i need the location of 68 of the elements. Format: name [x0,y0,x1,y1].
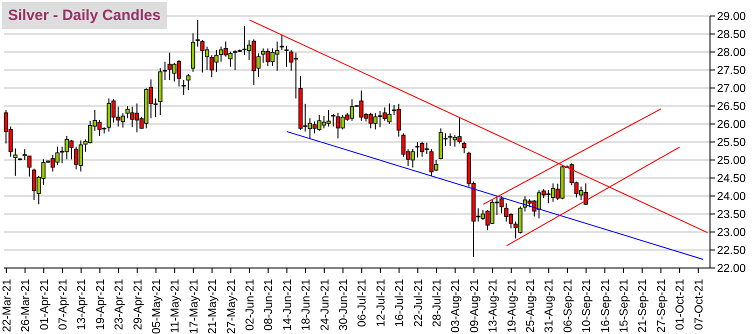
candlestick [280,34,284,51]
y-tick-label: 23.50 [717,209,746,222]
x-tick-label: 29-Apr-21 [132,279,144,330]
x-tick-label: 13-Apr-21 [76,279,88,330]
candlestick [196,19,200,48]
chart-title: Silver - Daily Candles [2,2,167,29]
x-tick-label: 16-Sep-21 [600,279,612,333]
candlestick [13,148,18,176]
candlestick [331,113,336,128]
candlestick [162,61,168,81]
x-tick-label: 31-Aug-21 [544,279,556,333]
y-tick-label: 22.50 [717,245,746,258]
x-tick-label: 02-Jun-21 [244,279,256,331]
y-tick-label: 29.00 [717,11,746,24]
candlestick [401,132,406,158]
candlestick [186,73,190,91]
x-tick-label: 28-Jul-21 [432,279,444,327]
candlestick [429,148,434,176]
y-tick-label: 28.00 [717,47,746,60]
y-tick-label: 24.00 [717,191,746,204]
x-tick-label: 12-Jul-21 [375,279,388,327]
x-tick-label: 21-Sep-21 [637,279,650,333]
y-tick-label: 22.00 [717,263,746,276]
x-tick-label: 30-Jun-21 [338,279,350,331]
y-tick-label: 23.00 [717,227,746,240]
candlestick [182,80,186,96]
x-tick-label: 01-Oct-21 [674,279,687,330]
x-tick-label: 19-Apr-21 [94,279,107,330]
candlestick [462,141,466,154]
candlestick [336,112,340,139]
x-tick-label: 22-Jul-21 [412,279,425,327]
x-tick-label: 05-May-21 [150,279,163,334]
x-tick-label: 09-Aug-21 [468,279,481,333]
x-tick-label: 27-May-21 [226,279,238,334]
x-tick-label: 13-Aug-21 [488,279,500,333]
y-tick-label: 27.00 [717,83,746,96]
x-tick-label: 14-Jun-21 [282,279,294,331]
candlestick [284,45,289,68]
x-tick-label: 01-Apr-21 [38,279,51,330]
x-tick-label: 06-Sep-21 [562,279,574,333]
x-tick-label: 10-Sep-21 [581,279,594,333]
y-tick-label: 25.50 [717,137,746,150]
y-tick-label: 28.50 [717,29,746,42]
x-tick-label: 17-May-21 [188,279,200,334]
candlestick [242,26,247,56]
x-tick-label: 18-Jun-21 [300,279,313,331]
candlestick [415,142,420,158]
x-tick-label: 11-May-21 [170,279,182,334]
x-tick-label: 07-Oct-21 [693,279,706,330]
y-tick-label: 26.50 [717,101,746,114]
x-tick-label: 24-Jun-21 [319,279,332,331]
x-tick-label: 03-Aug-21 [450,279,462,333]
x-tick-label: 07-Apr-21 [57,279,70,330]
y-tick-label: 26.00 [717,119,746,132]
x-tick-label: 25-Aug-21 [525,279,538,333]
y-tick-label: 27.50 [717,65,746,78]
y-tick-label: 25.00 [717,155,746,168]
x-tick-label: 06-Jul-21 [356,279,369,327]
x-tick-label: 23-Apr-21 [114,279,126,330]
x-tick-label: 16-Jul-21 [394,279,406,327]
x-tick-label: 19-Aug-21 [506,279,518,333]
x-tick-label: 15-Sep-21 [618,279,631,333]
y-tick-label: 24.50 [717,173,746,186]
x-tick-label: 26-Mar-21 [20,279,32,332]
x-tick-label: 22-Mar-21 [1,279,14,332]
x-tick-label: 21-May-21 [207,279,220,334]
x-tick-label: 08-Jun-21 [263,279,276,331]
x-tick-label: 27-Sep-21 [656,279,668,333]
